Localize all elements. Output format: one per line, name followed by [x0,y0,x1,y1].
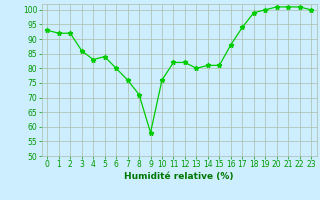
X-axis label: Humidité relative (%): Humidité relative (%) [124,172,234,181]
